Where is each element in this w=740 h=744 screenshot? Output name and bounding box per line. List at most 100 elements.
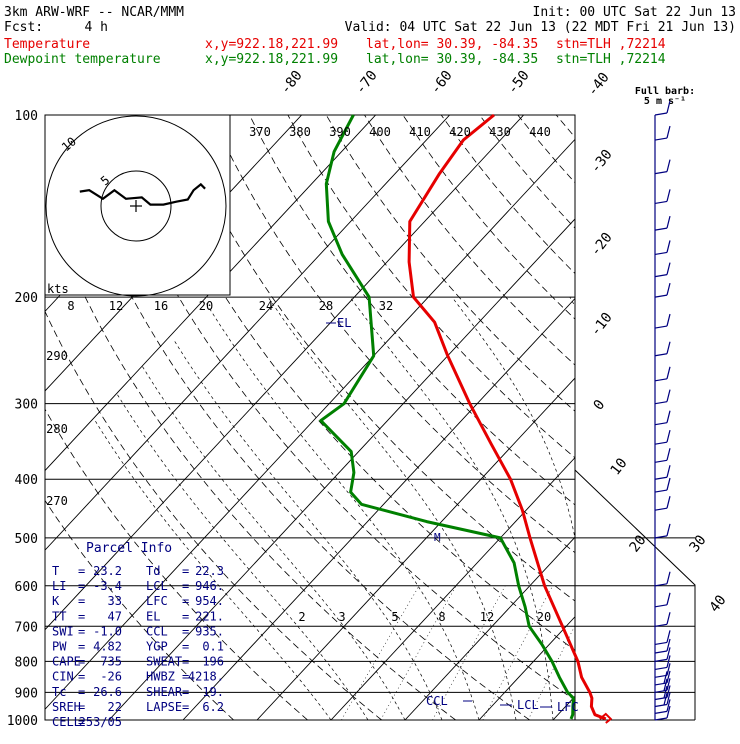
parcel-info-cell: CELL	[52, 715, 81, 729]
legend-stn: stn=TLH ,72214	[556, 37, 666, 52]
mixing-ratio-label: 28	[319, 299, 333, 313]
parcel-info-cell: =	[182, 609, 189, 623]
parcel-info-cell: =	[182, 579, 189, 593]
fcst-value: 4 h	[85, 20, 108, 35]
mixing-ratio-label: 8	[438, 610, 445, 624]
wind-barb-flag	[667, 126, 670, 138]
parcel-info-cell: EL	[146, 609, 160, 623]
parcel-info-cell: 735	[100, 655, 122, 669]
wind-barbs	[655, 101, 670, 720]
wind-barb-flag	[667, 160, 670, 172]
isotherm-label: -70	[353, 68, 381, 98]
parcel-info-cell: =	[182, 700, 189, 714]
pressure-tick-label: 400	[15, 473, 38, 488]
mixing-ratio-label: 20	[537, 610, 551, 624]
parcel-info-cell: =	[78, 594, 85, 608]
wind-barb-staff	[655, 460, 667, 462]
mixing-ratio-label: 24	[259, 299, 273, 313]
parcel-info-cell: YGP	[146, 640, 168, 654]
wind-barb-flag	[667, 283, 670, 295]
wind-barb-flag	[667, 367, 670, 379]
parcel-info-cell: 33	[108, 594, 122, 608]
legend-latlon: lat,lon= 30.39, -84.35	[366, 52, 538, 67]
el-label: EL	[337, 316, 351, 330]
wind-barb-staff	[655, 379, 667, 381]
dry-adiabat	[556, 115, 740, 720]
pressure-tick-label: 500	[15, 532, 38, 547]
parcel-info-cell: SWEAT	[146, 655, 182, 669]
parcel-info-cell: CCL	[146, 624, 168, 638]
parcel-info-cell: =	[182, 564, 189, 578]
wind-barb	[655, 524, 670, 538]
wind-barb	[655, 283, 670, 297]
parcel-info-cell: LCL	[146, 579, 168, 593]
wind-barb-flag	[667, 342, 670, 354]
mixing-ratio-line	[342, 586, 420, 720]
parcel-info-cell: =	[78, 564, 85, 578]
parcel-info-cell: TT	[52, 609, 66, 623]
wind-barb-staff	[655, 275, 667, 277]
isotherm-line	[183, 115, 740, 720]
isotherm-label: -80	[278, 68, 306, 98]
parcel-info-title: Parcel Info	[86, 541, 172, 556]
legend-entry-dewpoint: Dewpoint temperature x,y=922.18,221.99 l…	[4, 52, 666, 67]
pressure-tick-label: 600	[15, 580, 38, 595]
mixing-ratio-label: 2	[298, 610, 305, 624]
legend-latlon: lat,lon= 30.39, -84.35	[366, 37, 538, 52]
wind-barb	[655, 160, 670, 174]
barb-note: Full barb: 5 m s⁻¹	[635, 86, 695, 107]
wind-barb-staff	[655, 651, 667, 653]
wind-barb-staff	[655, 705, 667, 707]
dry-adiabat	[595, 115, 740, 720]
wind-barb-staff	[655, 508, 667, 510]
wind-barb-flag	[667, 411, 670, 423]
wind-barb-flag	[667, 240, 670, 252]
wind-barb-flag	[667, 496, 670, 508]
wind-barb-staff	[655, 252, 667, 254]
hodograph-units: kts	[47, 282, 69, 296]
init-time: Init: 00 UTC Sat 22 Jun 13	[533, 5, 737, 20]
theta-label: 370	[249, 125, 271, 139]
parcel-info-cell: K	[52, 594, 60, 608]
isotherm-label: -60	[428, 68, 456, 98]
valid-time: Valid: 04 UTC Sat 22 Jun 13 (22 MDT Fri …	[345, 20, 736, 35]
wind-barb	[655, 496, 670, 510]
wind-barb-flag	[667, 593, 670, 605]
parcel-info-cell: 196	[202, 655, 224, 669]
wind-barb-flag	[667, 390, 670, 402]
parcel-info-cell: =	[78, 685, 85, 699]
wind-barb-staff	[655, 172, 667, 174]
parcel-info-cell: LI	[52, 579, 66, 593]
wind-barb	[655, 630, 670, 644]
wind-barb	[655, 572, 670, 586]
isotherm-label: -50	[505, 68, 533, 98]
parcel-info-cell: SREH	[52, 700, 81, 714]
dry-adiabat	[288, 115, 740, 720]
parcel-info-cell: SWI	[52, 624, 74, 638]
wind-mark-label: M	[434, 531, 441, 544]
isotherm-line	[553, 115, 740, 720]
theta-label: 270	[46, 494, 68, 508]
theta-label: 280	[46, 422, 68, 436]
moist-adiabat	[570, 297, 633, 720]
wind-barb	[655, 448, 670, 462]
pressure-tick-label: 800	[15, 655, 38, 670]
isotherm-label: -30	[588, 147, 616, 177]
parcel-info-cell: 19.	[202, 685, 224, 699]
parcel-info-cell: 954.	[195, 594, 224, 608]
theta-label: 410	[409, 125, 431, 139]
wind-barb-flag	[667, 572, 670, 584]
wind-barb	[655, 390, 670, 404]
dry-adiabat	[633, 115, 740, 720]
wind-barb	[655, 263, 670, 277]
pressure-tick-label: 300	[15, 398, 38, 413]
wind-barb-staff	[655, 711, 667, 713]
pressure-tick-label: 1000	[7, 714, 38, 729]
wind-barb	[655, 411, 670, 425]
wind-barb	[655, 314, 670, 328]
isotherm-label: 0	[591, 397, 609, 413]
parcel-info-cell: =	[182, 624, 189, 638]
parcel-info-cell: CAPE	[52, 655, 81, 669]
wind-barb	[655, 216, 670, 230]
